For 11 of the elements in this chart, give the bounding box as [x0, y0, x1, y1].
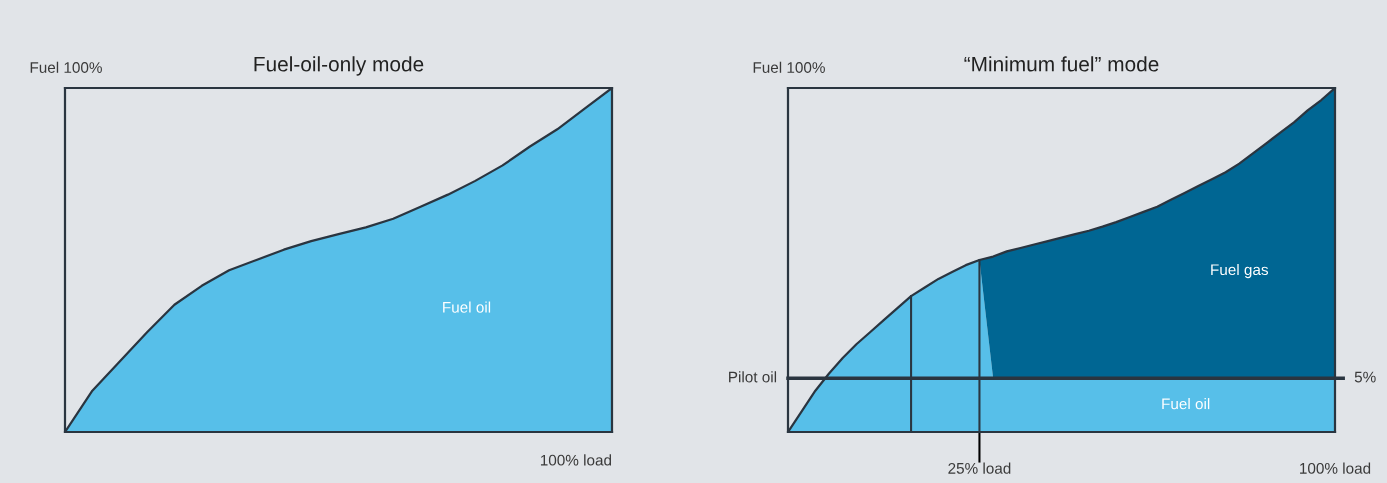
series-label: Fuel gas: [1211, 263, 1269, 279]
text: Fuel 100%: [30, 61, 102, 73]
text: Fuel 100%: [753, 61, 825, 73]
series-label: Fuel oil: [1162, 398, 1210, 410]
annotation: 5%: [1354, 371, 1376, 383]
series-label: Fuel oil: [443, 301, 491, 313]
chart-title: “Minimum fuel” mode: [964, 56, 1159, 72]
text: 100% load: [540, 454, 612, 466]
ref-line-label: Pilot oil: [729, 371, 777, 383]
x-tick-label: 25% load: [948, 462, 1011, 474]
chart-title: Fuel-oil-only mode: [254, 56, 424, 76]
